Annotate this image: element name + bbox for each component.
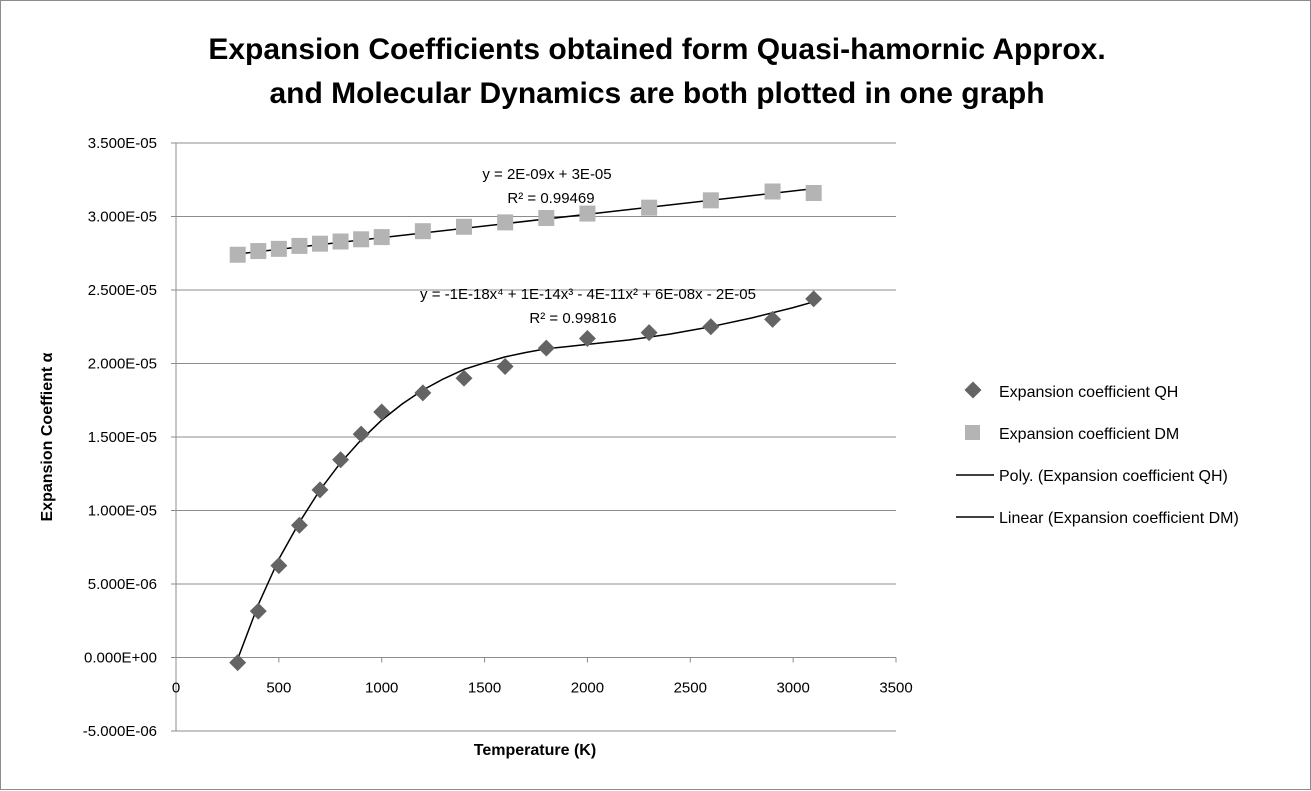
dm-data-point <box>497 214 514 231</box>
legend-label-linear: Linear (Expansion coefficient DM) <box>999 510 1239 527</box>
dm-data-point <box>414 223 431 240</box>
legend-label-dm: Expansion coefficient DM <box>999 426 1179 443</box>
x-tick-label: 1500 <box>468 680 501 697</box>
qh-data-point <box>702 318 720 336</box>
axes <box>171 142 897 732</box>
dm-data-point <box>332 233 349 250</box>
legend-item-linear: Linear (Expansion coefficient DM) <box>956 510 1239 527</box>
x-tick-label: 0 <box>172 680 180 697</box>
y-tick-label: -5.000E-06 <box>83 723 157 740</box>
dm-data-point <box>641 199 658 216</box>
dm-data-point <box>270 240 287 257</box>
qh-trendline-r-squared: R² = 0.99816 <box>529 310 616 327</box>
y-axis-title: Expansion Coeffient α <box>39 352 56 521</box>
dm-trendline-r-squared: R² = 0.99469 <box>507 190 594 207</box>
qh-trendline-equation: y = -1E-18x⁴ + 1E-14x³ - 4E-11x² + 6E-08… <box>420 286 756 303</box>
legend: Expansion coefficient QH Expansion coeff… <box>956 381 1239 527</box>
y-tick-label: 2.500E-05 <box>88 282 157 299</box>
y-tick-label: 2.000E-05 <box>88 356 157 373</box>
legend-item-dm: Expansion coefficient DM <box>965 425 1179 443</box>
legend-diamond-marker <box>964 381 982 399</box>
y-tick-label: 1.500E-05 <box>88 429 157 446</box>
dm-data-point <box>229 246 246 263</box>
y-tick-label: 3.500E-05 <box>88 135 157 152</box>
legend-square-marker <box>965 425 980 440</box>
x-axis-title: Temperature (K) <box>474 742 596 759</box>
qh-data-point <box>455 369 473 387</box>
qh-data-point <box>229 654 247 672</box>
qh-data-point <box>352 425 370 443</box>
qh-data-point <box>249 602 267 620</box>
dm-data-point <box>456 218 472 235</box>
x-tick-label: 1000 <box>365 680 398 697</box>
chart-title-line-2: and Molecular Dynamics are both plotted … <box>269 77 1044 110</box>
poly-trendline <box>236 301 814 660</box>
dm-data-point <box>579 205 596 222</box>
x-tick-label: 3000 <box>776 680 809 697</box>
dm-data-point <box>291 237 308 254</box>
qh-data-point <box>496 357 514 375</box>
y-tick-label: 5.000E-06 <box>88 576 157 593</box>
dm-data-point <box>538 209 555 226</box>
x-tick-label: 500 <box>266 680 291 697</box>
legend-label-qh: Expansion coefficient QH <box>999 384 1178 401</box>
qh-data-point <box>290 516 308 534</box>
gridlines <box>176 142 896 732</box>
qh-data-point <box>373 403 391 421</box>
qh-data-point <box>764 310 782 328</box>
legend-item-qh: Expansion coefficient QH <box>964 381 1178 401</box>
qh-data-point <box>537 339 555 357</box>
dm-data-point <box>353 231 370 248</box>
x-tick-label: 3500 <box>879 680 912 697</box>
x-tick-label: 2500 <box>674 680 707 697</box>
dm-data-point <box>373 229 390 246</box>
x-tick-label: 2000 <box>571 680 604 697</box>
data-markers <box>229 183 823 672</box>
dm-data-point <box>312 235 328 252</box>
dm-data-point <box>702 192 719 209</box>
legend-item-poly: Poly. (Expansion coefficient QH) <box>956 468 1228 485</box>
dm-trendline-equation: y = 2E-09x + 3E-05 <box>482 166 611 183</box>
chart-title-line-1: Expansion Coefficients obtained form Qua… <box>208 33 1105 66</box>
trendlines <box>236 187 814 660</box>
qh-data-point <box>311 481 329 499</box>
y-tick-label: 1.000E-05 <box>88 503 157 520</box>
y-tick-label: 3.000E-05 <box>88 209 157 226</box>
dm-data-point <box>805 184 822 201</box>
qh-data-point <box>640 324 658 342</box>
y-tick-label: 0.000E+00 <box>84 650 157 667</box>
dm-data-point <box>250 243 267 260</box>
qh-data-point <box>332 451 350 469</box>
qh-data-point <box>270 557 288 575</box>
dm-data-point <box>764 183 781 200</box>
qh-data-point <box>578 330 596 348</box>
legend-label-poly: Poly. (Expansion coefficient QH) <box>999 468 1228 485</box>
qh-data-point <box>805 290 823 308</box>
y-tick-labels: -5.000E-06 0.000E+00 5.000E-06 1.000E-05 1.5… <box>83 135 157 740</box>
x-tick-labels: 0 500 1000 1500 2000 2500 3000 3500 <box>172 680 913 697</box>
